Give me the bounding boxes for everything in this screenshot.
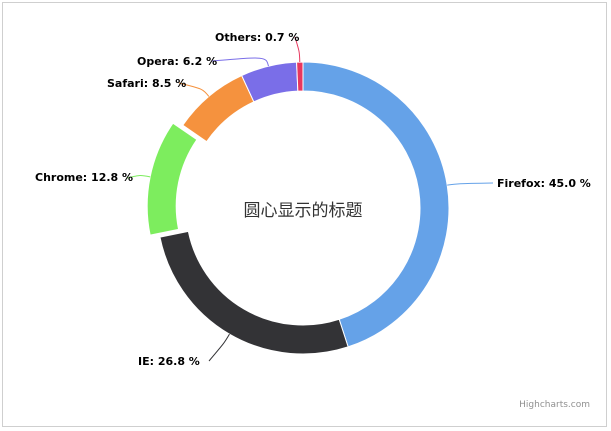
data-label-others: Others: 0.7 % [215,31,299,44]
connectors-group [126,36,494,362]
slice-chrome[interactable] [146,122,198,236]
data-label-firefox: Firefox: 45.0 % [497,177,591,190]
slice-others[interactable] [296,61,304,92]
connector-safari [178,82,210,97]
data-label-chrome: Chrome: 12.8 % [35,171,133,184]
slices-group [146,61,450,355]
donut-chart: Firefox: 45.0 % IE: 26.8 % Chrome: 12.8 % S… [35,31,591,410]
labels-group: Firefox: 45.0 % IE: 26.8 % Chrome: 12.8 % S… [35,31,591,368]
data-label-ie: IE: 26.8 % [138,355,200,368]
slice-safari[interactable] [182,74,255,143]
data-label-opera: Opera: 6.2 % [137,55,217,68]
credits-link[interactable]: Highcharts.com [519,400,590,410]
connector-ie [208,333,230,362]
connector-others [294,36,301,63]
slice-ie[interactable] [159,230,349,355]
connector-chrome [126,174,151,179]
connector-opera [211,57,269,67]
center-title: 圆心显示的标题 [244,201,363,221]
data-label-safari: Safari: 8.5 % [107,77,186,90]
connector-firefox [447,182,494,186]
chart-container: Firefox: 45.0 % IE: 26.8 % Chrome: 12.8 % S… [2,2,607,427]
